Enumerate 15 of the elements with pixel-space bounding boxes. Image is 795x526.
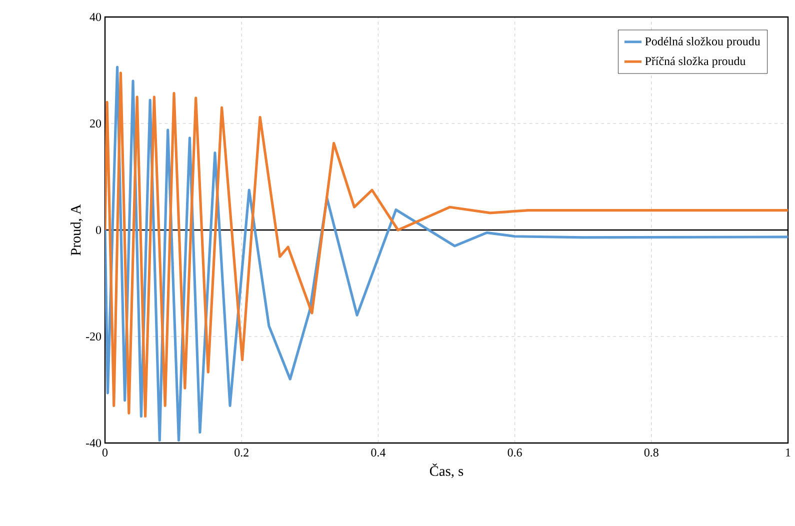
legend-label: Příčná složka proudu	[645, 56, 746, 68]
x-tick-label: 0.6	[508, 448, 522, 457]
x-tick-label: 0.2	[234, 448, 248, 457]
x-tick-label: 0.8	[644, 448, 658, 457]
y-tick-label: -40	[86, 438, 102, 448]
y-axis-title: Proud, A	[70, 204, 83, 256]
x-tick-label: 0	[102, 448, 108, 457]
x-axis-title: Čas, s	[430, 463, 464, 478]
x-tick-label: 0.4	[371, 448, 386, 457]
y-tick-label: 40	[90, 12, 102, 22]
legend-label: Podélná složkou proudu	[645, 36, 760, 48]
y-tick-label: 20	[90, 119, 102, 128]
x-tick-label: 1	[786, 448, 790, 456]
y-tick-label: 0	[96, 226, 102, 234]
y-tick-label: -20	[86, 332, 102, 341]
